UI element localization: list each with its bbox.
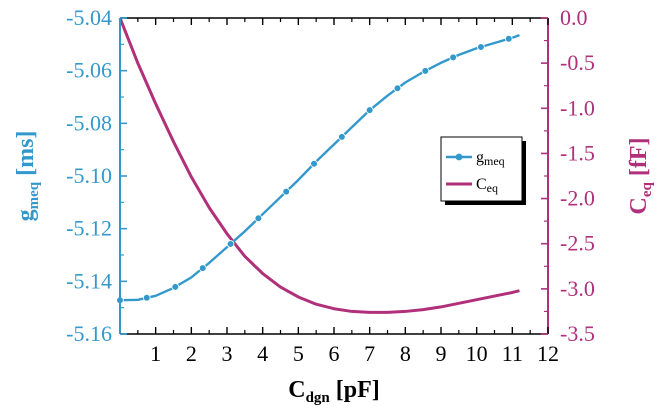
y-left-tick-label-0: -5.04 bbox=[66, 5, 112, 30]
gmeq-marker-3 bbox=[198, 264, 207, 272]
y-left-tick-label-1: -5.06 bbox=[66, 58, 112, 83]
gmeq-marker-8 bbox=[338, 133, 346, 141]
legend-gmeq-label: gmeq bbox=[476, 149, 505, 168]
y-right-tick-label-2: -1.0 bbox=[560, 95, 595, 120]
y-left-tick-label-5: -5.14 bbox=[66, 268, 112, 293]
y-right-tick-label-7: -3.5 bbox=[560, 321, 595, 346]
y-right-tick-label-3: -1.5 bbox=[560, 140, 595, 165]
labels-layer: 1 2 3 4 5 6 7 8 9 10 11 12-5.04-5.06-5.08-5.10-5.12… bbox=[13, 5, 655, 406]
y-left-tick-label-2: -5.08 bbox=[66, 110, 112, 135]
y-right-tick-label-1: -0.5 bbox=[560, 50, 595, 75]
legend-ceq-label: Ceq bbox=[476, 176, 498, 195]
y-left-tick-label-4: -5.12 bbox=[66, 216, 112, 241]
y-left-tick-label-3: -5.10 bbox=[66, 163, 112, 188]
x-tick-label-11: 12 bbox=[537, 341, 559, 366]
legend-box bbox=[440, 136, 523, 202]
series-ceq-line bbox=[118, 17, 520, 314]
legend-gmeq-marker bbox=[455, 153, 463, 161]
gmeq-marker-14 bbox=[504, 34, 513, 43]
gmeq-marker-9 bbox=[365, 106, 374, 114]
x-tick-label-0: 1 bbox=[150, 341, 161, 366]
x-tick-label-8: 9 bbox=[436, 341, 447, 366]
gmeq-marker-13 bbox=[477, 43, 485, 51]
x-tick-label-10: 11 bbox=[502, 341, 523, 366]
y-right-axis-title: Ceq [fF] bbox=[626, 138, 655, 215]
x-tick-label-7: 8 bbox=[400, 341, 411, 366]
y-right-tick-label-5: -2.5 bbox=[560, 231, 595, 256]
x-tick-label-2: 3 bbox=[222, 341, 233, 366]
x-tick-label-3: 4 bbox=[257, 341, 268, 366]
gmeq-marker-2 bbox=[171, 283, 180, 291]
y-left-axis-title: gmeq [ms] bbox=[13, 131, 42, 222]
gmeq-marker-5 bbox=[254, 214, 263, 223]
gmeq-marker-10 bbox=[393, 84, 402, 93]
y-left-tick-label-6: -5.16 bbox=[66, 321, 112, 346]
gmeq-marker-11 bbox=[421, 67, 430, 75]
x-tick-label-1: 2 bbox=[186, 341, 197, 366]
y-right-tick-label-4: -2.0 bbox=[560, 186, 595, 211]
axes-layer bbox=[119, 17, 549, 335]
gmeq-marker-12 bbox=[449, 53, 457, 62]
x-tick-label-5: 6 bbox=[329, 341, 340, 366]
x-tick-label-6: 7 bbox=[364, 341, 375, 366]
gmeq-marker-7 bbox=[310, 159, 318, 168]
x-tick-label-4: 5 bbox=[293, 341, 304, 366]
series-layer bbox=[116, 17, 520, 314]
legend: gmeq Ceq bbox=[440, 136, 526, 205]
gmeq-marker-1 bbox=[142, 293, 151, 302]
y-right-tick-label-6: -3.0 bbox=[560, 276, 595, 301]
x-tick-label-9: 10 bbox=[466, 341, 488, 366]
gmeq-marker-6 bbox=[282, 187, 291, 196]
x-axis-title: Cdgn [pF] bbox=[288, 377, 380, 406]
series-gmeq-line bbox=[119, 33, 520, 302]
y-right-tick-label-0: 0.0 bbox=[560, 5, 588, 30]
gmeq-marker-4 bbox=[226, 240, 235, 248]
